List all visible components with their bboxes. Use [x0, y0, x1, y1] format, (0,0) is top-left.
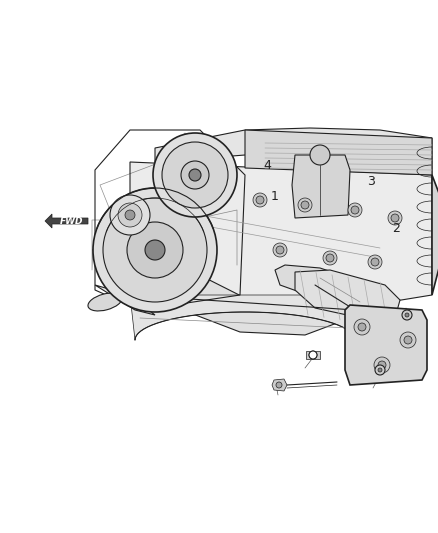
Circle shape	[276, 382, 282, 388]
Circle shape	[358, 323, 366, 331]
Circle shape	[256, 196, 264, 204]
Circle shape	[375, 365, 385, 375]
Text: 2: 2	[392, 222, 400, 235]
Text: 3: 3	[367, 175, 375, 188]
Circle shape	[378, 361, 386, 369]
Circle shape	[309, 351, 317, 359]
Polygon shape	[45, 214, 88, 228]
Circle shape	[400, 332, 416, 348]
Polygon shape	[295, 270, 400, 320]
Circle shape	[378, 368, 382, 372]
Polygon shape	[292, 155, 350, 218]
Circle shape	[276, 246, 284, 254]
Circle shape	[348, 203, 362, 217]
Circle shape	[103, 198, 207, 302]
Circle shape	[310, 145, 330, 165]
Text: FWD: FWD	[60, 216, 84, 225]
Circle shape	[162, 142, 228, 208]
Polygon shape	[130, 162, 432, 310]
Circle shape	[404, 336, 412, 344]
Circle shape	[273, 243, 287, 257]
Ellipse shape	[88, 293, 122, 311]
Circle shape	[388, 211, 402, 225]
Text: 4: 4	[264, 159, 272, 172]
Circle shape	[253, 193, 267, 207]
Circle shape	[127, 222, 183, 278]
Polygon shape	[306, 351, 320, 359]
Polygon shape	[275, 265, 360, 300]
Circle shape	[368, 255, 382, 269]
Circle shape	[93, 188, 217, 312]
Circle shape	[402, 310, 412, 320]
Circle shape	[118, 203, 142, 227]
Circle shape	[153, 133, 237, 217]
Circle shape	[405, 313, 409, 317]
Circle shape	[181, 161, 209, 189]
Polygon shape	[155, 128, 432, 175]
Circle shape	[110, 195, 150, 235]
Polygon shape	[432, 141, 438, 295]
Polygon shape	[272, 379, 287, 391]
Circle shape	[145, 240, 165, 260]
Circle shape	[189, 169, 201, 181]
Text: 1: 1	[271, 190, 279, 203]
Polygon shape	[130, 240, 345, 335]
Circle shape	[391, 214, 399, 222]
Circle shape	[298, 198, 312, 212]
Circle shape	[351, 206, 359, 214]
Circle shape	[326, 254, 334, 262]
Circle shape	[374, 357, 390, 373]
Circle shape	[354, 319, 370, 335]
Circle shape	[323, 251, 337, 265]
Polygon shape	[345, 305, 427, 385]
Circle shape	[301, 201, 309, 209]
Polygon shape	[245, 130, 432, 175]
Circle shape	[309, 351, 317, 359]
Circle shape	[371, 258, 379, 266]
Polygon shape	[130, 295, 355, 340]
Circle shape	[125, 210, 135, 220]
Polygon shape	[95, 285, 155, 315]
